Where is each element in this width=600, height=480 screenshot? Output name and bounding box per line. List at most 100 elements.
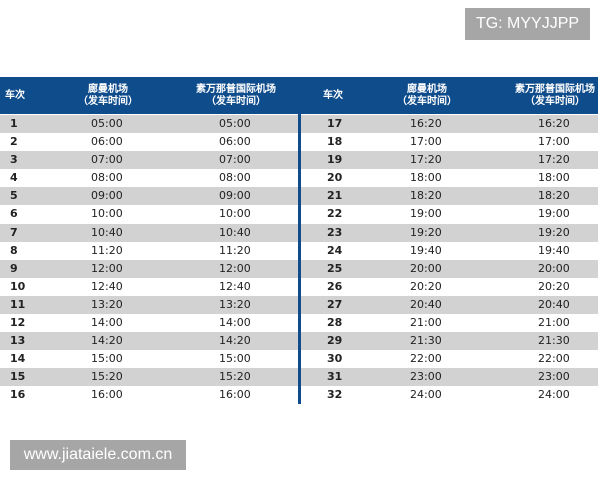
header-no-right: 车次 <box>318 77 348 114</box>
bkk-departure-time: 09:00 <box>219 189 251 203</box>
trip-number: 19 <box>327 153 343 167</box>
header-label: 素万那普国际机场 <box>515 83 595 95</box>
dmk-departure-time: 21:30 <box>410 334 442 348</box>
dmk-departure-time: 20:20 <box>410 279 442 293</box>
bkk-departure-time: 10:00 <box>219 207 251 221</box>
trip-number: 28 <box>327 316 343 330</box>
bkk-departure-time: 12:00 <box>219 261 251 275</box>
dmk-departure-time: 18:20 <box>410 189 442 203</box>
bkk-departure-time: 11:20 <box>219 243 251 257</box>
bkk-departure-time: 17:00 <box>538 135 570 149</box>
bkk-departure-time: 13:20 <box>219 297 251 311</box>
trip-number: 5 <box>10 189 18 203</box>
dmk-departure-time: 14:00 <box>91 316 123 330</box>
header-label: 廊曼机场 <box>88 83 128 95</box>
dmk-departure-time: 21:00 <box>410 316 442 330</box>
trip-number: 11 <box>10 297 26 311</box>
table-row: 12 14:00 14:00 28 21:00 21:00 <box>0 314 598 332</box>
bkk-departure-time: 19:00 <box>538 207 570 221</box>
header-sublabel: （发车时间） <box>397 95 457 107</box>
bkk-departure-time: 24:00 <box>538 388 570 402</box>
trip-number: 13 <box>10 334 26 348</box>
dmk-departure-time: 14:20 <box>91 334 123 348</box>
bkk-departure-time: 22:00 <box>538 352 570 366</box>
bkk-departure-time: 07:00 <box>219 153 251 167</box>
dmk-departure-time: 15:20 <box>91 370 123 384</box>
dmk-departure-time: 15:00 <box>91 352 123 366</box>
dmk-departure-time: 16:00 <box>91 388 123 402</box>
trip-number: 15 <box>10 370 26 384</box>
trip-number: 1 <box>10 117 18 130</box>
table-divider <box>298 114 301 404</box>
table-row: 8 11:20 11:20 24 19:40 19:40 <box>0 242 598 260</box>
dmk-departure-time: 22:00 <box>410 352 442 366</box>
trip-number: 4 <box>10 171 18 185</box>
bkk-departure-time: 23:00 <box>538 370 570 384</box>
bkk-departure-time: 16:20 <box>538 117 570 130</box>
trip-number: 29 <box>327 334 343 348</box>
trip-number: 27 <box>327 297 343 311</box>
dmk-departure-time: 11:20 <box>91 243 123 257</box>
dmk-departure-time: 09:00 <box>91 189 123 203</box>
trip-number: 30 <box>327 352 343 366</box>
dmk-departure-time: 13:20 <box>91 297 123 311</box>
trip-number: 24 <box>327 243 343 257</box>
watermark-site: www.jiataiele.com.cn <box>10 440 186 470</box>
bkk-departure-time: 19:40 <box>538 243 570 257</box>
dmk-departure-time: 18:00 <box>410 171 442 185</box>
dmk-departure-time: 24:00 <box>410 388 442 402</box>
trip-number: 32 <box>327 388 343 402</box>
header-sublabel: （发车时间） <box>206 95 266 107</box>
trip-number: 6 <box>10 207 18 221</box>
dmk-departure-time: 12:40 <box>91 279 123 293</box>
trip-number: 20 <box>327 171 343 185</box>
header-no-left: 车次 <box>0 77 30 114</box>
trip-number: 2 <box>10 135 18 149</box>
header-sublabel: （发车时间） <box>78 95 138 107</box>
bkk-departure-time: 20:00 <box>538 261 570 275</box>
trip-number: 8 <box>10 243 18 257</box>
bkk-departure-time: 15:20 <box>219 370 251 384</box>
bkk-departure-time: 12:40 <box>219 279 251 293</box>
trip-number: 22 <box>327 207 343 221</box>
table-row: 10 12:40 12:40 26 20:20 20:20 <box>0 278 598 296</box>
schedule-rows: 1 05:00 05:00 17 16:20 16:20 2 06:00 06:00 18 17:0… <box>0 115 598 405</box>
trip-number: 21 <box>327 189 343 203</box>
trip-number: 7 <box>10 225 18 239</box>
dmk-departure-time: 10:40 <box>91 225 123 239</box>
bkk-departure-time: 21:00 <box>538 316 570 330</box>
dmk-departure-time: 05:00 <box>91 117 123 130</box>
dmk-departure-time: 19:00 <box>410 207 442 221</box>
header-label: 素万那普国际机场 <box>196 83 276 95</box>
trip-number: 17 <box>327 117 343 130</box>
dmk-departure-time: 20:00 <box>410 261 442 275</box>
trip-number: 25 <box>327 261 343 275</box>
trip-number: 9 <box>10 261 18 275</box>
trip-number: 18 <box>327 135 343 149</box>
bkk-departure-time: 20:40 <box>538 297 570 311</box>
bkk-departure-time: 18:20 <box>538 189 570 203</box>
trip-number: 10 <box>10 279 26 293</box>
trip-number: 3 <box>10 153 18 167</box>
table-row: 4 08:00 08:00 20 18:00 18:00 <box>0 169 598 187</box>
header-dmk-left: 廊曼机场 （发车时间） <box>58 77 158 114</box>
header-sublabel: （发车时间） <box>525 95 585 107</box>
bkk-departure-time: 08:00 <box>219 171 251 185</box>
dmk-departure-time: 16:20 <box>410 117 442 130</box>
header-label: 车次 <box>5 89 25 101</box>
table-row: 6 10:00 10:00 22 19:00 19:00 <box>0 205 598 223</box>
dmk-departure-time: 12:00 <box>91 261 123 275</box>
bkk-departure-time: 10:40 <box>219 225 251 239</box>
header-dmk-right: 廊曼机场 （发车时间） <box>377 77 477 114</box>
dmk-departure-time: 17:20 <box>410 153 442 167</box>
dmk-departure-time: 19:40 <box>410 243 442 257</box>
trip-number: 14 <box>10 352 26 366</box>
dmk-departure-time: 17:00 <box>410 135 442 149</box>
header-label: 车次 <box>323 89 343 101</box>
trip-number: 26 <box>327 279 343 293</box>
table-row: 3 07:00 07:00 19 17:20 17:20 <box>0 151 598 170</box>
trip-number: 12 <box>10 316 26 330</box>
dmk-departure-time: 10:00 <box>91 207 123 221</box>
bkk-departure-time: 14:20 <box>219 334 251 348</box>
table-header: 车次 廊曼机场 （发车时间） 素万那普国际机场 （发车时间） 车次 廊曼机场 （发车时… <box>0 77 598 114</box>
